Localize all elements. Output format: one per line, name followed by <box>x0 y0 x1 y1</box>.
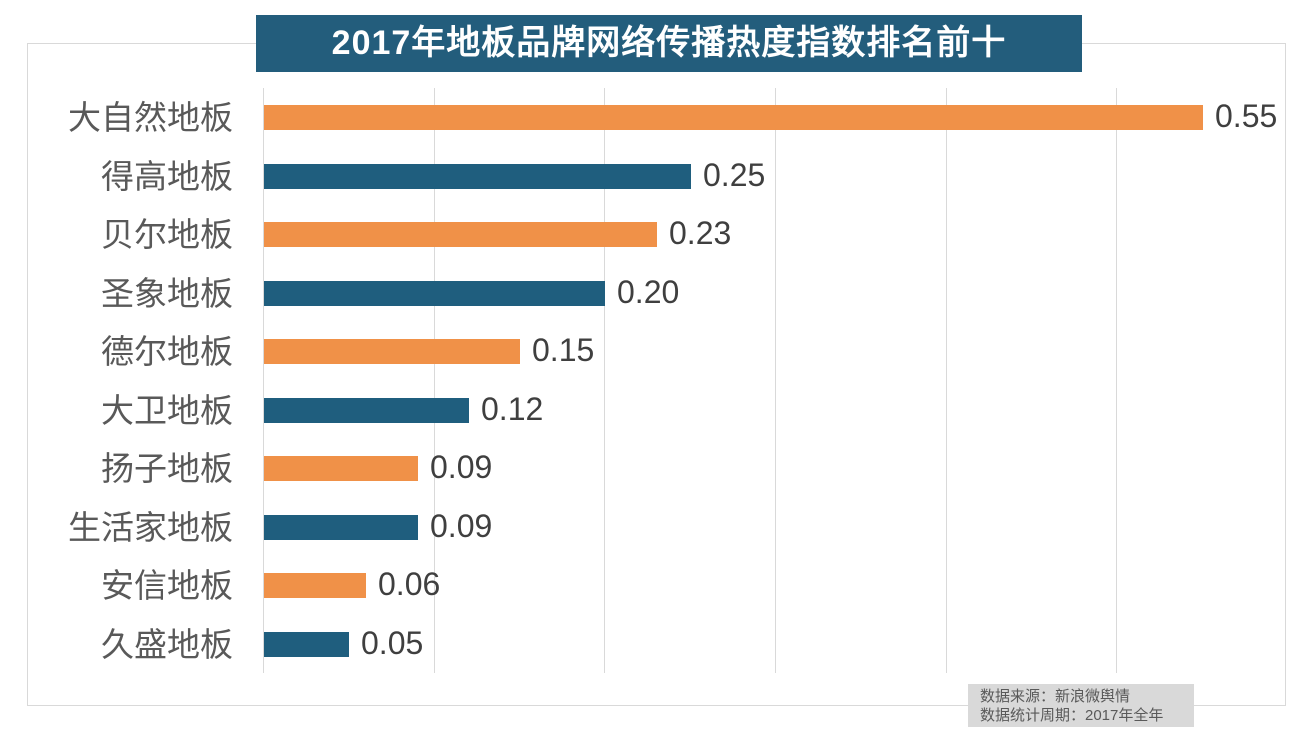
value-label-7: 0.09 <box>430 508 493 544</box>
value-label-3: 0.20 <box>617 274 680 310</box>
value-label-0: 0.55 <box>1215 98 1278 134</box>
category-label-1: 得高地板 <box>101 158 233 195</box>
category-label-9: 久盛地板 <box>101 626 233 663</box>
category-label-2: 贝尔地板 <box>101 216 233 253</box>
value-label-8: 0.06 <box>378 566 441 602</box>
chart-border-frame <box>27 43 1286 706</box>
category-label-6: 扬子地板 <box>101 450 233 487</box>
gridline-x-0.2 <box>604 88 605 673</box>
bar-8 <box>264 573 366 598</box>
category-label-4: 德尔地板 <box>101 333 233 370</box>
bar-9 <box>264 632 349 657</box>
bar-3 <box>264 281 605 306</box>
chart-title: 2017年地板品牌网络传播热度指数排名前十 <box>256 15 1082 72</box>
value-label-9: 0.05 <box>361 625 424 661</box>
category-label-3: 圣象地板 <box>101 275 233 312</box>
bar-7 <box>264 515 418 540</box>
gridline-x-0.0 <box>263 88 264 673</box>
value-label-4: 0.15 <box>532 332 595 368</box>
source-note: 数据来源：新浪微舆情 数据统计周期：2017年全年 <box>968 684 1194 727</box>
value-label-6: 0.09 <box>430 449 493 485</box>
gridline-x-0.5 <box>1116 88 1117 673</box>
bar-2 <box>264 222 657 247</box>
bar-6 <box>264 456 418 481</box>
bar-0 <box>264 105 1203 130</box>
category-label-5: 大卫地板 <box>101 392 233 429</box>
gridline-x-0.4 <box>946 88 947 673</box>
bar-4 <box>264 339 520 364</box>
source-line-2: 数据统计周期：2017年全年 <box>980 707 1164 724</box>
bar-5 <box>264 398 469 423</box>
value-label-5: 0.12 <box>481 391 544 427</box>
value-label-2: 0.23 <box>669 215 732 251</box>
source-line-1: 数据来源：新浪微舆情 <box>980 688 1131 705</box>
bar-1 <box>264 164 691 189</box>
category-label-8: 安信地板 <box>101 567 233 604</box>
category-label-7: 生活家地板 <box>68 509 233 546</box>
category-label-0: 大自然地板 <box>68 99 233 136</box>
gridline-x-0.1 <box>434 88 435 673</box>
gridline-x-0.3 <box>775 88 776 673</box>
value-label-1: 0.25 <box>703 157 766 193</box>
